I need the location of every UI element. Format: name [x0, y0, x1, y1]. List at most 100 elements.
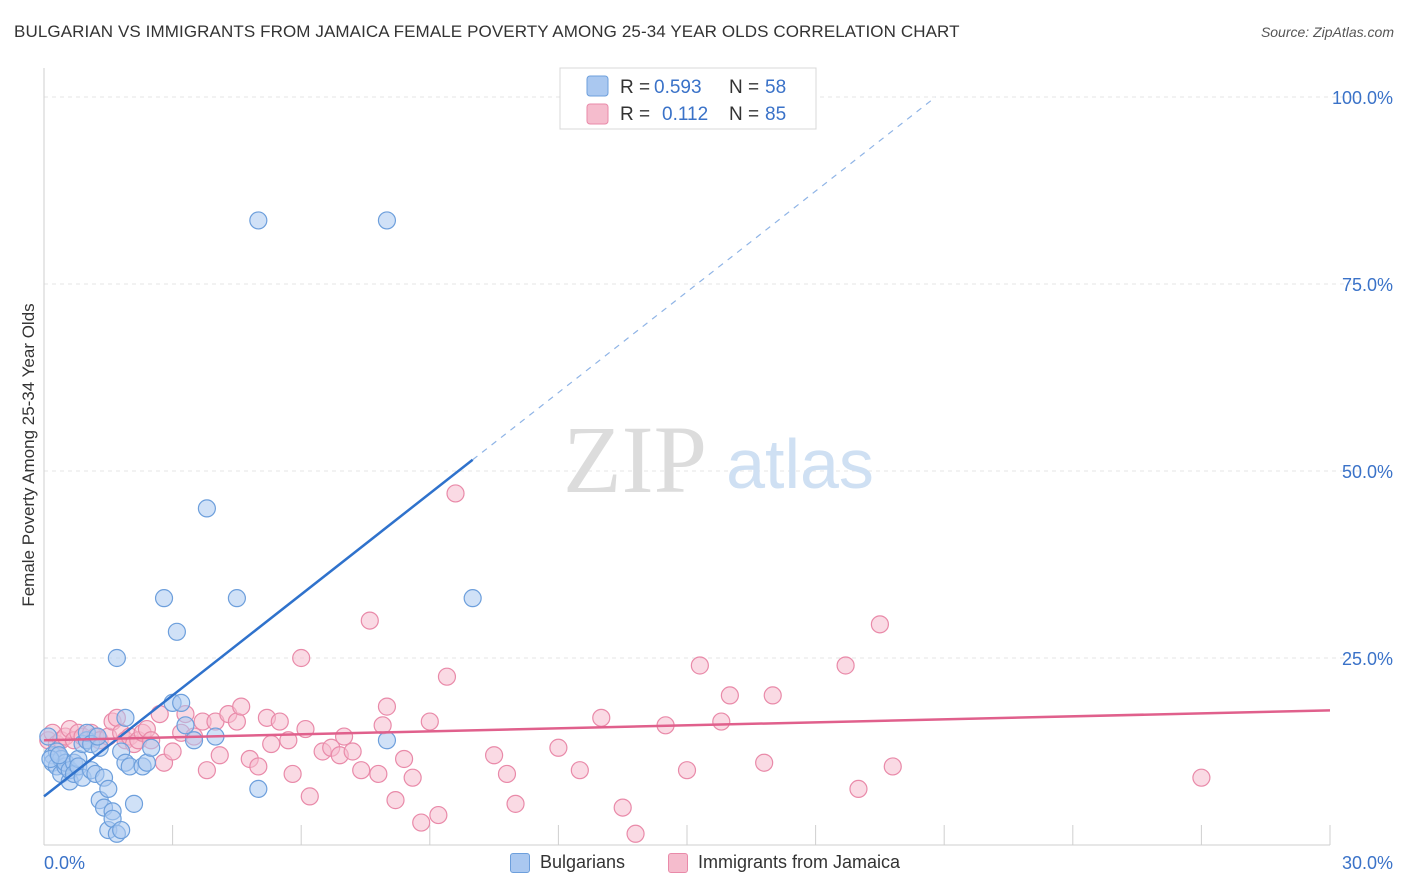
bulgarian-point [176, 716, 195, 735]
legend-r-label-2: R = [620, 104, 650, 125]
bulgarian-point [197, 499, 216, 518]
jamaica-point [836, 656, 855, 675]
legend-item-bulgarians[interactable]: Bulgarians [510, 852, 625, 873]
jamaica-point [437, 667, 457, 686]
legend-item-jamaica[interactable]: Immigrants from Jamaica [668, 852, 900, 873]
bulgarian-point [116, 708, 135, 727]
legend-n-label-2: N = [729, 104, 759, 125]
jamaica-point [506, 794, 525, 813]
jamaica-point [613, 798, 632, 817]
legend-r-value-2: 0.112 [662, 104, 708, 125]
x-tick-labels: 0.0% 30.0% [44, 853, 1393, 873]
jamaica-point [720, 686, 739, 705]
watermark: ZIP atlas [563, 406, 874, 513]
legend-n-label-1: N = [729, 77, 759, 98]
y-tick-label: 75.0% [1342, 275, 1393, 295]
jamaica-point [412, 813, 431, 832]
jamaica-point [283, 764, 302, 784]
bulgarian-point [377, 731, 397, 750]
legend-label-bulgarians: Bulgarians [540, 852, 626, 872]
jamaica-point [270, 712, 289, 731]
jamaica-point [763, 686, 782, 705]
jamaica-trend-line [43, 709, 1331, 742]
jamaica-point [210, 746, 229, 765]
jamaica-point [262, 734, 281, 754]
bulgarian-point [49, 746, 69, 765]
legend-swatch-jamaica [668, 852, 688, 873]
jamaica-point [227, 712, 246, 731]
jamaica-point [394, 749, 414, 769]
jamaica-point [549, 738, 568, 757]
jamaica-point [712, 712, 731, 731]
y-tick-label: 25.0% [1342, 649, 1393, 669]
legend-swatch-bulgarians [510, 852, 530, 873]
jamaica-point [377, 697, 397, 716]
bulgarian-point [167, 622, 186, 641]
jamaica-point [334, 727, 354, 746]
x-tick-label: 30.0% [1342, 853, 1393, 873]
jamaica-point [870, 615, 890, 634]
jamaica-point [300, 787, 319, 806]
bulgarian-point [249, 779, 268, 799]
jamaica-point [420, 712, 439, 731]
jamaica-point [249, 757, 268, 776]
jamaica-point [232, 697, 251, 716]
legend-r-label-1: R = [620, 77, 650, 98]
source-label: Source: ZipAtlas.com [1260, 24, 1394, 40]
jamaica-point [485, 746, 504, 765]
bulgarian-point [124, 794, 144, 813]
bulgarian-trend-line [43, 458, 474, 798]
jamaica-point [292, 648, 311, 668]
bulgarian-point [172, 693, 191, 712]
legend-n-value-1: 58 [765, 77, 786, 98]
trend-lines [43, 96, 1331, 798]
bulgarian-point [137, 753, 156, 772]
jamaica-point [386, 791, 405, 810]
jamaica-point [592, 708, 611, 727]
bulgarian-point [99, 779, 118, 799]
jamaica-point [197, 761, 216, 780]
y-tick-label: 100.0% [1332, 88, 1393, 108]
jamaica-point [279, 731, 298, 750]
bulgarian-point [184, 731, 204, 750]
y-axis-label: Female Poverty Among 25-34 Year Olds [19, 303, 38, 606]
jamaica-point [403, 768, 422, 787]
legend-swatch-blue [586, 75, 609, 97]
jamaica-point [677, 761, 697, 780]
jamaica-point [755, 753, 774, 772]
y-tick-label: 50.0% [1342, 462, 1393, 482]
jamaica-point [849, 779, 868, 799]
jamaica-points [39, 484, 1211, 843]
jamaica-point [883, 757, 902, 776]
jamaica-point [1192, 768, 1211, 787]
bulgarian-point [154, 589, 174, 608]
jamaica-point [446, 484, 465, 503]
bulgarian-point [227, 589, 246, 608]
x-tick-label: 0.0% [44, 853, 85, 873]
grid-lines [44, 96, 1364, 659]
bulgarian-point [377, 211, 397, 230]
chart-title: BULGARIAN VS IMMIGRANTS FROM JAMAICA FEM… [14, 22, 960, 41]
bulgarian-point [463, 589, 482, 608]
legend-swatch-pink [586, 103, 609, 125]
legend-label-jamaica: Immigrants from Jamaica [698, 852, 901, 872]
jamaica-point [369, 764, 388, 784]
correlation-legend: R = 0.593 N = 58 R = 0.112 N = 85 [559, 67, 817, 130]
jamaica-point [690, 656, 709, 675]
jamaica-point [360, 611, 379, 630]
watermark-atlas: atlas [726, 425, 874, 503]
bulgarian-point [39, 727, 58, 746]
y-tick-labels: 25.0% 50.0% 75.0% 100.0% [1332, 88, 1393, 669]
jamaica-point [429, 805, 448, 825]
bulgarian-point [112, 820, 131, 840]
jamaica-point [497, 764, 517, 784]
watermark-zip: ZIP [563, 406, 707, 513]
bulgarian-point [142, 738, 161, 757]
bulgarian-point [88, 727, 107, 746]
jamaica-point [343, 742, 362, 761]
bulgarian-point [107, 648, 126, 668]
jamaica-point [626, 824, 645, 843]
axes [43, 68, 1331, 846]
legend-n-value-2: 85 [765, 104, 786, 125]
